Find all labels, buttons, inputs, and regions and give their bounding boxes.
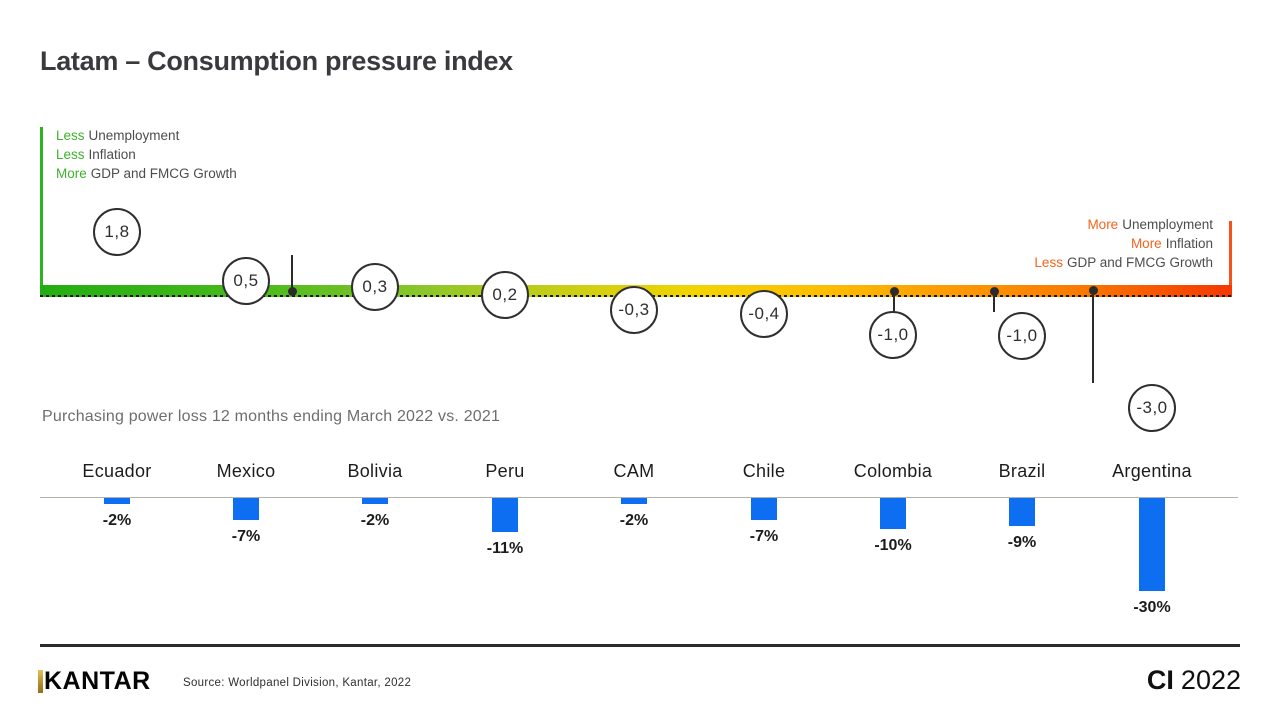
page-title: Latam – Consumption pressure index bbox=[40, 46, 513, 76]
legend-line: Less Unemployment bbox=[56, 126, 237, 145]
axis-line-red bbox=[1229, 221, 1232, 286]
legend-highlight: Less bbox=[56, 128, 85, 143]
index-circle-brazil: -1,0 bbox=[998, 312, 1046, 360]
legend-positive-side: Less Unemployment Less Inflation More GDP a… bbox=[56, 126, 237, 183]
index-pin-line bbox=[291, 255, 293, 291]
loss-value-bolivia: -2% bbox=[360, 512, 390, 529]
loss-value-brazil: -9% bbox=[1007, 534, 1037, 551]
loss-bar-brazil bbox=[1009, 498, 1035, 526]
country-label-mexico: Mexico bbox=[216, 461, 276, 481]
legend-highlight: More bbox=[1130, 236, 1162, 251]
legend-line: Less GDP and FMCG Growth bbox=[700, 253, 1213, 272]
country-label-argentina: Argentina bbox=[1112, 461, 1192, 481]
index-pin-dot bbox=[989, 286, 999, 296]
loss-value-ecuador: -2% bbox=[102, 512, 132, 529]
country-label-bolivia: Bolivia bbox=[347, 461, 403, 481]
loss-bar-chile bbox=[751, 498, 777, 520]
loss-bar-ecuador bbox=[104, 498, 130, 504]
country-label-brazil: Brazil bbox=[998, 461, 1046, 481]
legend-rest: GDP and FMCG Growth bbox=[1066, 255, 1213, 270]
index-circle-bolivia: 0,3 bbox=[351, 263, 399, 311]
index-pin-dot bbox=[889, 286, 899, 296]
legend-line: Less Inflation bbox=[56, 145, 237, 164]
country-label-peru: Peru bbox=[485, 461, 525, 481]
loss-value-colombia: -10% bbox=[874, 537, 912, 554]
country-label-colombia: Colombia bbox=[853, 461, 933, 481]
index-circle-chile: -0,4 bbox=[740, 290, 788, 338]
kantar-logo: KANTAR bbox=[38, 666, 151, 695]
loss-bar-mexico bbox=[233, 498, 259, 520]
badge-year-text: 2022 bbox=[1180, 665, 1241, 695]
legend-line: More GDP and FMCG Growth bbox=[56, 164, 237, 183]
kantar-logo-gold-bar-icon bbox=[38, 669, 43, 693]
loss-value-chile: -7% bbox=[749, 528, 779, 545]
loss-value-argentina: -30% bbox=[1133, 599, 1171, 616]
legend-highlight: Less bbox=[1034, 255, 1063, 270]
loss-value-mexico: -7% bbox=[231, 528, 261, 545]
index-pin-line bbox=[993, 291, 995, 312]
legend-line: More Inflation bbox=[700, 234, 1213, 253]
country-label-ecuador: Ecuador bbox=[82, 461, 152, 481]
index-pin-dot bbox=[287, 286, 297, 296]
loss-value-cam: -2% bbox=[619, 512, 649, 529]
legend-rest: Inflation bbox=[88, 147, 136, 162]
legend-highlight: Less bbox=[56, 147, 85, 162]
legend-rest: Inflation bbox=[1165, 236, 1213, 251]
loss-bar-bolivia bbox=[362, 498, 388, 504]
country-label-chile: Chile bbox=[742, 461, 786, 481]
kantar-logo-text: KANTAR bbox=[44, 666, 151, 695]
index-pin-line bbox=[893, 291, 895, 311]
loss-bar-argentina bbox=[1139, 498, 1165, 591]
loss-value-peru: -11% bbox=[486, 540, 524, 557]
index-circle-ecuador: 1,8 bbox=[93, 208, 141, 256]
legend-line: More Unemployment bbox=[700, 215, 1213, 234]
badge-bold-text: CI bbox=[1146, 665, 1174, 695]
loss-bar-peru bbox=[492, 498, 518, 532]
bar-chart-baseline bbox=[40, 497, 1238, 498]
source-note: Source: Worldpanel Division, Kantar, 202… bbox=[183, 677, 412, 689]
legend-highlight: More bbox=[1087, 217, 1119, 232]
legend-highlight: More bbox=[56, 166, 87, 181]
index-pin-dot bbox=[1088, 285, 1098, 295]
index-circle-argentina: -3,0 bbox=[1128, 384, 1176, 432]
index-circle-mexico: 0,5 bbox=[222, 257, 270, 305]
legend-negative-side: More Unemployment More Inflation Less GDP a… bbox=[700, 215, 1213, 272]
index-circle-peru: 0,2 bbox=[481, 271, 529, 319]
loss-bar-cam bbox=[621, 498, 647, 504]
loss-bar-colombia bbox=[880, 498, 906, 529]
bar-chart-subtitle: Purchasing power loss 12 months ending M… bbox=[42, 408, 501, 425]
footer-divider bbox=[40, 644, 1240, 647]
ci-2022-badge: CI 2022 bbox=[941, 665, 1241, 696]
legend-rest: Unemployment bbox=[88, 128, 180, 143]
legend-rest: GDP and FMCG Growth bbox=[90, 166, 237, 181]
legend-rest: Unemployment bbox=[1122, 217, 1213, 232]
country-label-cam: CAM bbox=[613, 461, 655, 481]
index-pin-line bbox=[1092, 290, 1094, 383]
index-circle-cam: -0,3 bbox=[610, 286, 658, 334]
axis-line-green bbox=[40, 127, 43, 285]
index-circle-colombia: -1,0 bbox=[869, 311, 917, 359]
